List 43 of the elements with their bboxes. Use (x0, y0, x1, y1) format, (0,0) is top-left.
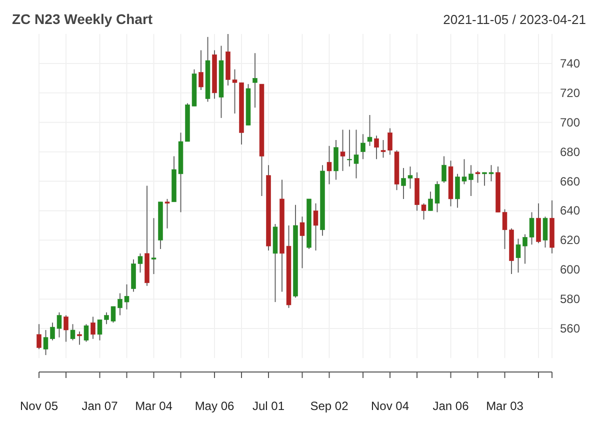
x-tick-label: Mar 03 (486, 399, 524, 413)
candlestick (198, 50, 204, 90)
x-tick-label: May 06 (194, 399, 234, 413)
x-tick-label: Nov 05 (20, 399, 58, 413)
y-tick-label: 660 (560, 174, 580, 188)
chart-subtitle: 2021-11-05 / 2023-04-21 (443, 12, 586, 27)
candlestick (313, 202, 318, 251)
candlestick (542, 216, 548, 248)
candlestick (164, 198, 170, 229)
candlestick (90, 316, 96, 340)
candlestick (334, 140, 338, 180)
candlestick (252, 52, 258, 108)
candlestick (360, 134, 366, 160)
x-tick-label: Sep 02 (310, 399, 349, 413)
x-tick-label: Mar 04 (135, 399, 173, 413)
x-tick-label: Jan 07 (82, 399, 118, 413)
chart-title: ZC N23 Weekly Chart (12, 11, 153, 27)
y-tick-label: 680 (560, 144, 580, 159)
candlestick (84, 324, 89, 342)
candlestick (442, 156, 446, 184)
candlestick (367, 114, 372, 146)
y-tick-label: 720 (560, 86, 580, 100)
y-tick-label: 640 (560, 204, 580, 218)
y-tick-label: 620 (560, 233, 580, 248)
candlestick (70, 324, 76, 341)
candlestick (536, 202, 541, 244)
candlestick (36, 324, 42, 350)
candlestick (340, 129, 346, 172)
candlestick (326, 145, 332, 185)
candlestick (151, 218, 156, 275)
x-tick-label: Nov 04 (370, 399, 410, 413)
x-tick-label: Jul 01 (252, 399, 285, 413)
candlestick (64, 314, 68, 342)
y-tick-label: 700 (560, 115, 580, 130)
y-tick-label: 600 (560, 262, 580, 277)
candlestick (300, 216, 305, 269)
candlestick (77, 330, 82, 346)
y-tick-label: 580 (560, 292, 580, 306)
y-tick-label: 740 (560, 56, 580, 70)
x-tick-label: Jan 06 (432, 399, 470, 413)
candlestick (374, 135, 379, 160)
candlestick (475, 170, 480, 184)
y-tick-label: 560 (560, 322, 580, 336)
